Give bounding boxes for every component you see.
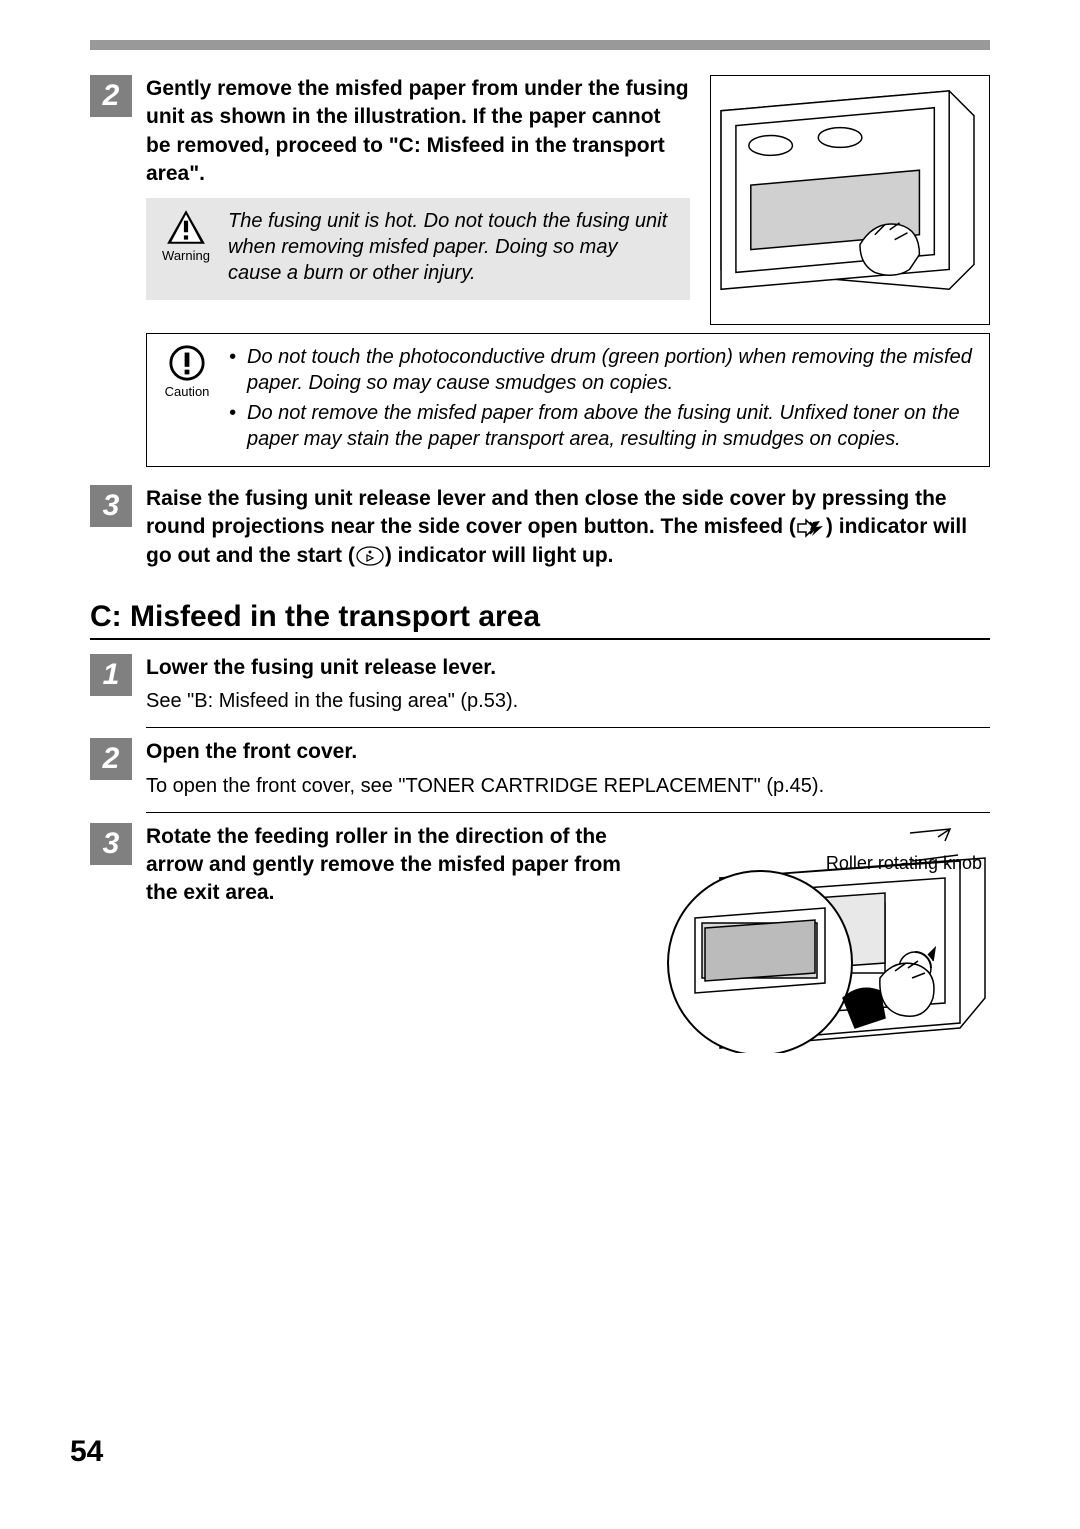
- step-number: 3: [90, 823, 132, 865]
- step-c1: 1 Lower the fusing unit release lever. S…: [90, 654, 990, 715]
- warning-box: Warning The fusing unit is hot. Do not t…: [146, 198, 690, 300]
- text-post: ) indicator will light up.: [385, 544, 614, 567]
- caution-item: Do not remove the misfed paper from abov…: [229, 400, 973, 452]
- step-c3: 3 Rotate the feeding roller in the direc…: [90, 823, 990, 1053]
- step-content: Open the front cover. To open the front …: [146, 738, 990, 799]
- caution-item: Do not touch the photoconductive drum (g…: [229, 344, 973, 396]
- start-indicator-icon: [355, 545, 385, 567]
- illustration-roller: Roller rotating knob: [650, 823, 990, 1053]
- printer-illustration: [711, 76, 989, 324]
- step-c2: 2 Open the front cover. To open the fron…: [90, 738, 990, 799]
- caution-label: Caution: [165, 384, 210, 399]
- step-title: Lower the fusing unit release lever.: [146, 654, 990, 682]
- caution-icon-col: Caution: [159, 344, 215, 399]
- warning-text: The fusing unit is hot. Do not touch the…: [228, 208, 674, 286]
- divider: [146, 727, 990, 728]
- step-content: Lower the fusing unit release lever. See…: [146, 654, 990, 715]
- caution-list: Do not touch the photoconductive drum (g…: [229, 344, 973, 456]
- step-number: 1: [90, 654, 132, 696]
- step-number: 3: [90, 485, 132, 527]
- divider: [146, 812, 990, 813]
- warning-icon-col: Warning: [158, 208, 214, 263]
- step-title: Gently remove the misfed paper from unde…: [146, 75, 690, 188]
- step-title: Open the front cover.: [146, 738, 990, 766]
- header-bar: [90, 40, 990, 50]
- step-number: 2: [90, 75, 132, 117]
- page-number: 54: [70, 1435, 103, 1469]
- warning-triangle-icon: [165, 208, 207, 246]
- step-content: Rotate the feeding roller in the directi…: [146, 823, 990, 1053]
- step-content: Raise the fusing unit release lever and …: [146, 485, 990, 570]
- step-title: Raise the fusing unit release lever and …: [146, 485, 990, 570]
- warning-label: Warning: [162, 248, 210, 263]
- caution-circle-icon: [166, 344, 208, 382]
- section-rule: [90, 638, 990, 640]
- step-b2: 2 Gently remove the misfed paper from un…: [90, 75, 990, 467]
- step-b3: 3 Raise the fusing unit release lever an…: [90, 485, 990, 570]
- step-body: To open the front cover, see "TONER CART…: [146, 773, 990, 800]
- misfeed-indicator-icon: [796, 518, 826, 538]
- step-title: Rotate the feeding roller in the directi…: [146, 823, 630, 908]
- step-content: Gently remove the misfed paper from unde…: [146, 75, 990, 467]
- caution-box: Caution Do not touch the photoconductive…: [146, 333, 990, 467]
- step-body: See "B: Misfeed in the fusing area" (p.5…: [146, 688, 990, 715]
- step-number: 2: [90, 738, 132, 780]
- illustration-fusing-unit: [710, 75, 990, 325]
- roller-label: Roller rotating knob: [826, 853, 982, 874]
- section-heading: C: Misfeed in the transport area: [90, 600, 990, 634]
